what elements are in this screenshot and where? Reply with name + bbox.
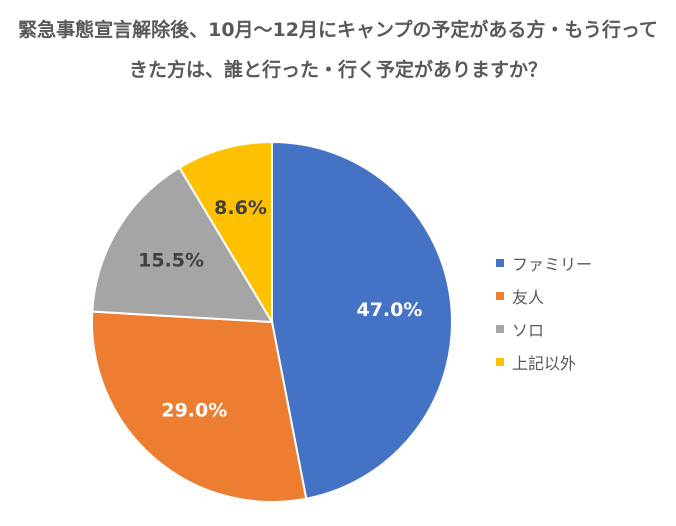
legend-swatch-1 xyxy=(496,258,504,267)
pie-slices xyxy=(91,140,453,503)
pie-slice-4 xyxy=(178,140,273,326)
legend-item-3: ソロ xyxy=(496,312,592,345)
chart-title: 緊急事態宣言解除後、10月〜12月にキャンプの予定がある方・もう行ってきた方は、… xyxy=(18,19,658,81)
pie-slice-1 xyxy=(271,140,453,500)
data-label-1: 47.0% xyxy=(356,299,422,321)
pie-slice-3 xyxy=(91,166,274,324)
data-label-3: 15.5% xyxy=(138,249,204,271)
data-label-4: 8.6% xyxy=(214,197,267,219)
legend-swatch-2 xyxy=(496,291,504,300)
chart-legend: ファミリー友人ソロ上記以外 xyxy=(496,246,592,378)
legend-item-2: 友人 xyxy=(496,279,592,312)
legend-swatch-3 xyxy=(496,324,504,333)
pie-slice-2 xyxy=(91,310,308,503)
legend-item-4: 上記以外 xyxy=(496,345,592,378)
legend-label-4: 上記以外 xyxy=(512,353,577,373)
legend-label-3: ソロ xyxy=(512,320,545,340)
legend-swatch-4 xyxy=(496,357,504,366)
pie-data-labels: 47.0% 29.0% 15.5% 8.6% xyxy=(138,197,422,422)
legend-label-1: ファミリー xyxy=(512,254,593,274)
data-label-2: 29.0% xyxy=(161,399,227,421)
legend-item-1: ファミリー xyxy=(496,246,592,279)
legend-label-2: 友人 xyxy=(512,287,545,307)
